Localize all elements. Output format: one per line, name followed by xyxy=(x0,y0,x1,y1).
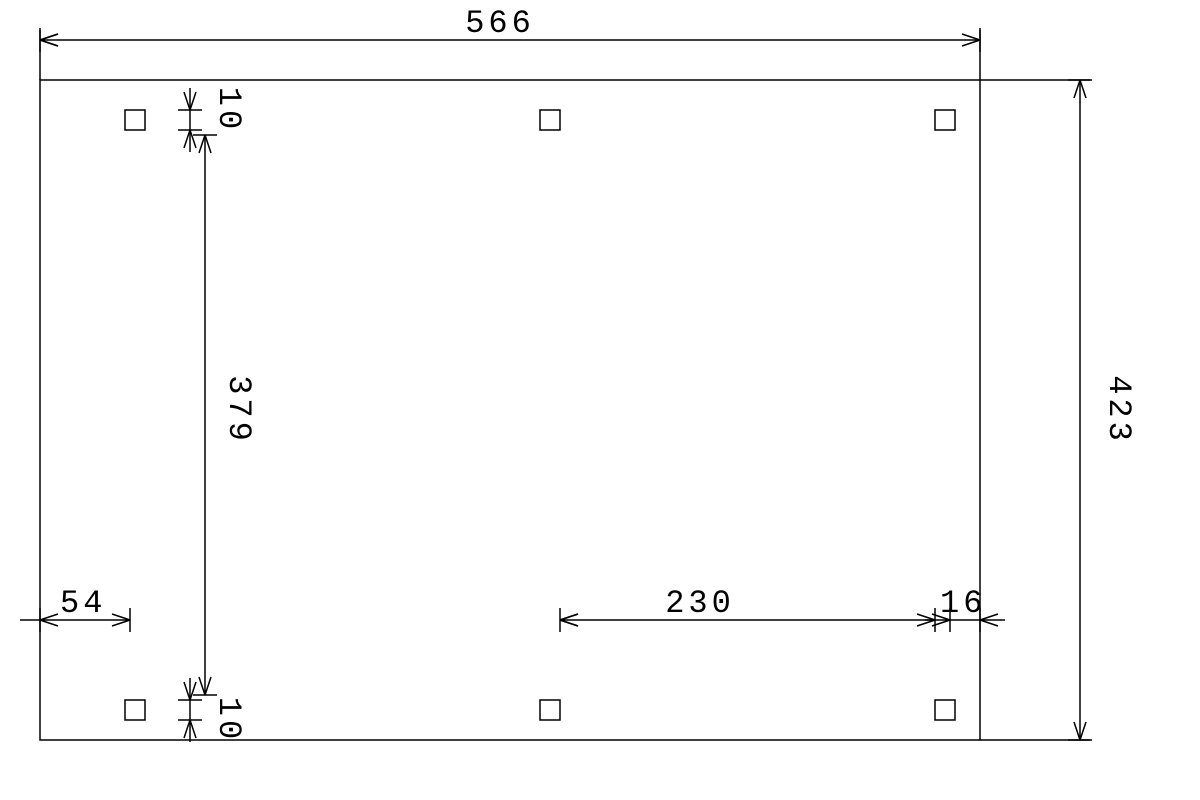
dim-label: 230 xyxy=(665,585,735,622)
dim-label: 566 xyxy=(465,5,535,42)
dim-label: 10 xyxy=(210,697,247,743)
dim-label: 379 xyxy=(220,375,257,445)
dim-label: 54 xyxy=(60,585,106,622)
dim-label: 423 xyxy=(1100,375,1137,445)
dim-label: 16 xyxy=(940,585,986,622)
dim-label: 10 xyxy=(210,87,247,133)
technical-drawing: 566 423 379 10 10 54 230 16 xyxy=(0,0,1200,800)
